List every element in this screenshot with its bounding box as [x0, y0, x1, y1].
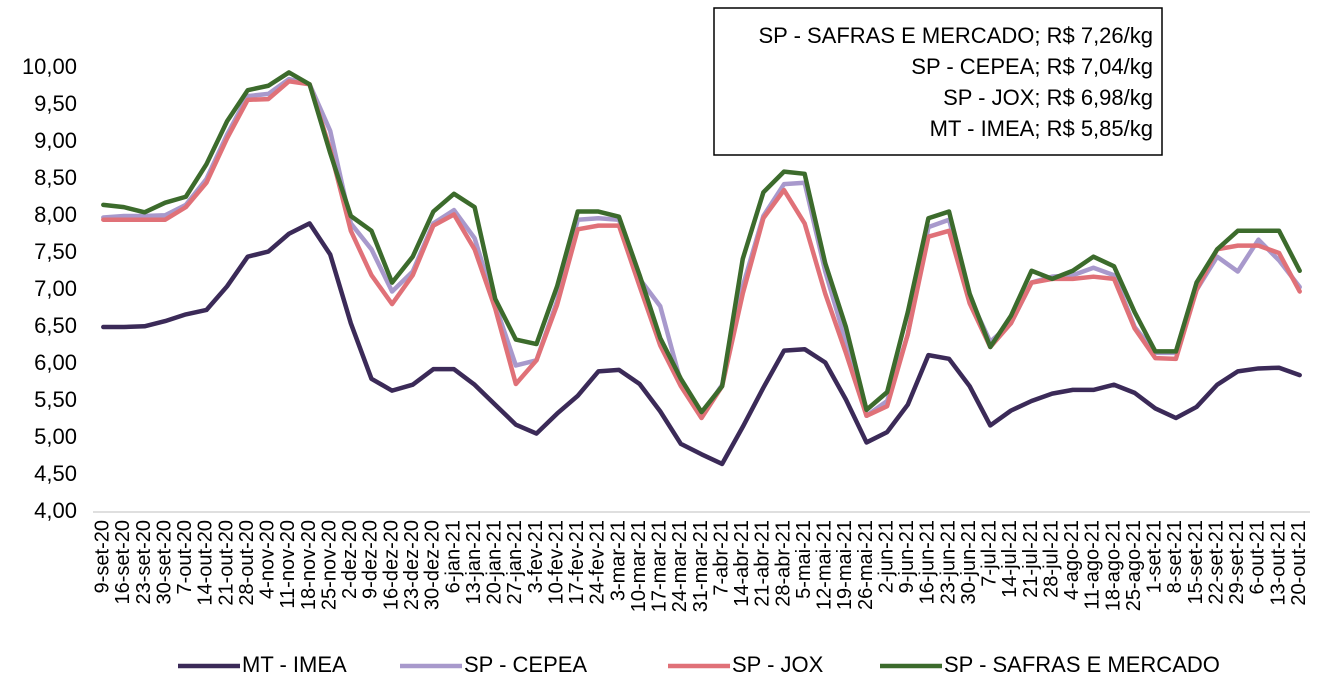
- legend-label: SP - CEPEA: [464, 652, 587, 677]
- y-tick-label: 8,00: [34, 202, 77, 227]
- legend-label: MT - IMEA: [242, 652, 347, 677]
- x-tick-label: 11-ago-21: [1082, 520, 1104, 610]
- legend-label: SP - SAFRAS E MERCADO: [944, 652, 1220, 677]
- legend-label: SP - JOX: [732, 652, 824, 677]
- y-tick-label: 7,50: [34, 239, 77, 264]
- y-tick-label: 6,00: [34, 350, 77, 375]
- x-tick-label: 29-set-21: [1226, 520, 1248, 605]
- x-tick-label: 18-nov-20: [298, 520, 320, 610]
- x-tick-label: 21-abr-21: [752, 520, 774, 607]
- x-tick-label: 7-abr-21: [710, 520, 732, 596]
- y-tick-label: 8,50: [34, 165, 77, 190]
- x-tick-label: 3-mar-21: [607, 520, 629, 601]
- x-tick-label: 12-mai-21: [814, 520, 836, 610]
- x-tick-label: 17-mar-21: [649, 520, 671, 612]
- x-tick-label: 9-set-20: [92, 520, 114, 593]
- x-tick-label: 17-fev-21: [566, 520, 588, 605]
- x-tick-label: 9-dez-20: [360, 520, 382, 599]
- x-tick-label: 10-fev-21: [545, 520, 567, 605]
- x-tick-label: 4-ago-21: [1061, 520, 1083, 600]
- y-tick-label: 5,50: [34, 387, 77, 412]
- x-tick-label: 3-fev-21: [525, 520, 547, 593]
- x-tick-label: 2-dez-20: [339, 520, 361, 599]
- x-tick-label: 2-jun-21: [875, 520, 897, 593]
- x-tick-label: 6-jan-21: [442, 520, 464, 593]
- x-tick-label: 1-set-21: [1144, 520, 1166, 593]
- x-tick-label: 8-set-21: [1164, 520, 1186, 593]
- x-tick-label: 19-mai-21: [834, 520, 856, 610]
- y-tick-label: 6,50: [34, 313, 77, 338]
- x-tick-label: 18-ago-21: [1102, 520, 1124, 611]
- x-tick-label: 13-jan-21: [463, 520, 485, 605]
- x-tick-label: 14-jul-21: [999, 520, 1021, 598]
- x-tick-label: 24-mar-21: [669, 520, 691, 612]
- annotation-text: SP - SAFRAS E MERCADO; R$ 7,26/kg: [759, 23, 1154, 48]
- y-tick-label: 5,00: [34, 424, 77, 449]
- series-line: [101, 221, 1302, 467]
- x-tick-label: 30-set-20: [153, 520, 175, 605]
- x-tick-label: 22-set-21: [1205, 520, 1227, 605]
- x-tick-label: 13-out-21: [1267, 520, 1289, 606]
- x-tick-label: 27-jan-21: [504, 520, 526, 605]
- y-tick-label: 9,50: [34, 91, 77, 116]
- y-tick-label: 10,00: [22, 54, 77, 79]
- x-tick-label: 14-abr-21: [731, 520, 753, 607]
- x-tick-label: 25-nov-20: [318, 520, 340, 610]
- x-tick-label: 10-mar-21: [628, 520, 650, 612]
- x-tick-label: 30-jun-21: [958, 520, 980, 605]
- x-tick-label: 25-ago-21: [1123, 520, 1145, 611]
- x-tick-label: 21-jul-21: [1020, 520, 1042, 598]
- x-tick-label: 23-set-20: [133, 520, 155, 605]
- x-tick-label: 9-jun-21: [896, 520, 918, 593]
- x-tick-label: 20-out-21: [1288, 520, 1310, 606]
- x-tick-label: 26-mai-21: [855, 520, 877, 610]
- x-tick-label: 23-jun-21: [937, 520, 959, 605]
- x-tick-label: 31-mar-21: [690, 520, 712, 612]
- x-tick-label: 7-jul-21: [979, 520, 1001, 587]
- series-line: [101, 70, 1302, 415]
- y-tick-label: 4,00: [34, 498, 77, 523]
- x-tick-label: 16-dez-20: [380, 520, 402, 610]
- annotation-text: MT - IMEA; R$ 5,85/kg: [930, 116, 1153, 141]
- x-tick-label: 11-nov-20: [277, 520, 299, 609]
- y-tick-label: 4,50: [34, 461, 77, 486]
- x-tick-label: 16-set-20: [112, 520, 134, 605]
- annotation-text: SP - JOX; R$ 6,98/kg: [943, 85, 1153, 110]
- series-line: [101, 79, 1302, 421]
- x-tick-label: 6-out-21: [1247, 520, 1269, 595]
- annotation-text: SP - CEPEA; R$ 7,04/kg: [911, 54, 1153, 79]
- x-tick-label: 20-jan-21: [484, 520, 506, 605]
- x-tick-label: 30-dez-20: [422, 520, 444, 610]
- x-tick-label: 15-set-21: [1185, 520, 1207, 605]
- x-tick-label: 28-out-20: [236, 520, 258, 606]
- x-tick-label: 23-dez-20: [401, 520, 423, 610]
- y-tick-label: 7,00: [34, 276, 77, 301]
- x-tick-label: 28-jul-21: [1040, 520, 1062, 598]
- x-tick-label: 21-out-20: [215, 520, 237, 606]
- x-tick-label: 7-out-20: [174, 520, 196, 595]
- x-tick-label: 16-jun-21: [917, 520, 939, 605]
- x-tick-label: 14-out-20: [195, 520, 217, 606]
- x-tick-label: 28-abr-21: [772, 520, 794, 607]
- x-tick-label: 4-nov-20: [257, 520, 279, 599]
- y-tick-label: 9,00: [34, 128, 77, 153]
- x-tick-label: 5-mai-21: [793, 520, 815, 599]
- annotation-box: [713, 7, 1163, 156]
- x-tick-label: 24-fev-21: [587, 520, 609, 605]
